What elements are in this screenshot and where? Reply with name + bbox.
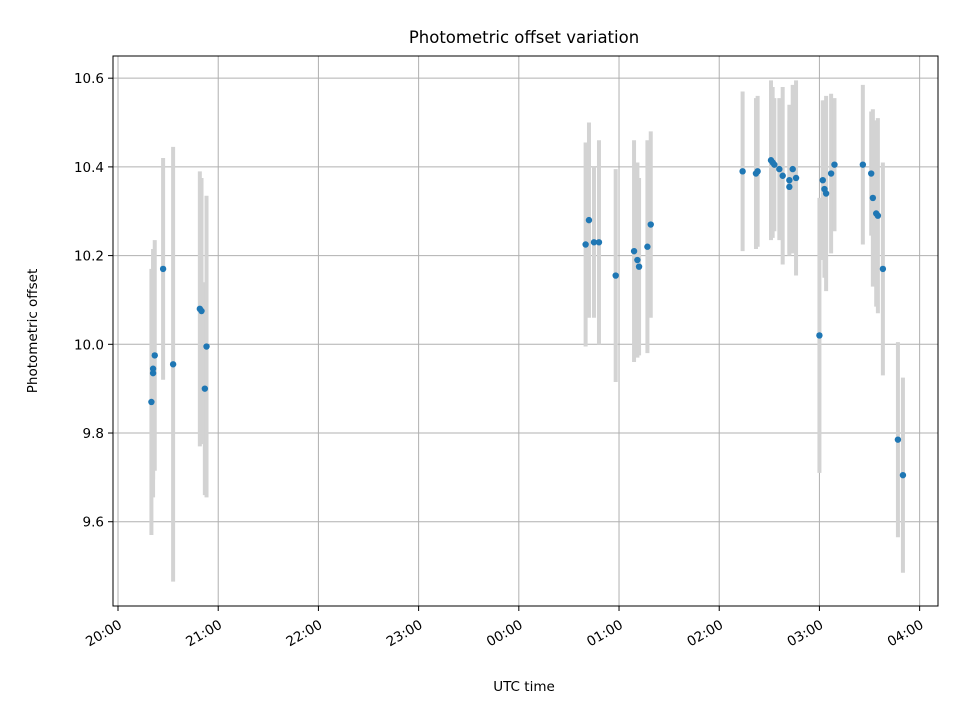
data-point (582, 241, 589, 248)
chart-title: Photometric offset variation (409, 28, 639, 47)
data-point (867, 170, 875, 177)
plot-frame (112, 55, 939, 607)
x-tick-label: 20:00 (83, 617, 125, 650)
x-tick-label: 00:00 (484, 617, 526, 650)
data-point (149, 369, 157, 377)
data-point (634, 256, 641, 264)
data-point (203, 343, 210, 350)
data-point (595, 239, 603, 246)
data-point (869, 194, 877, 202)
data-point (635, 263, 643, 270)
data-point (789, 165, 796, 173)
data-point (874, 212, 882, 219)
data-points-layer (148, 157, 907, 479)
data-point (585, 216, 593, 224)
data-point (754, 168, 761, 175)
x-tick-label: 01:00 (584, 617, 626, 650)
y-tick-label: 9.8 (83, 426, 104, 442)
data-point (786, 176, 793, 184)
x-axis-label: UTC time (493, 679, 555, 695)
error-bars-layer (149, 80, 905, 582)
data-point (647, 221, 654, 228)
data-point (879, 265, 887, 273)
y-tick-label: 10.0 (74, 337, 104, 353)
x-tick-label: 22:00 (284, 617, 326, 650)
data-point (739, 168, 746, 175)
data-point (894, 436, 902, 443)
x-tick-label: 23:00 (384, 617, 426, 650)
data-point (899, 471, 907, 479)
x-tick-label: 21:00 (183, 617, 225, 650)
data-point (151, 352, 158, 359)
data-point (792, 174, 800, 182)
data-point (159, 265, 167, 273)
data-point (776, 165, 783, 173)
data-point (786, 183, 793, 191)
data-point (612, 272, 619, 279)
data-point (859, 161, 867, 168)
data-point (198, 307, 205, 315)
y-axis-label: Photometric offset (25, 269, 41, 393)
data-point (819, 176, 826, 184)
data-point (590, 239, 598, 246)
data-point (771, 161, 778, 168)
y-tick-label: 10.6 (74, 71, 104, 87)
data-point (779, 172, 786, 179)
data-point (169, 361, 177, 368)
data-point (822, 190, 830, 197)
x-tick-label: 04:00 (885, 617, 927, 650)
y-tick-label: 10.2 (74, 249, 104, 265)
x-tick-label: 02:00 (684, 617, 726, 650)
grid-layer (113, 56, 938, 606)
data-point (149, 365, 157, 372)
x-tick-label: 03:00 (785, 617, 827, 650)
y-tick-label: 9.6 (83, 515, 104, 531)
data-point (630, 247, 638, 255)
data-point (644, 243, 651, 250)
data-point (148, 398, 155, 406)
data-point (827, 170, 835, 177)
y-tick-label: 10.4 (74, 160, 104, 176)
data-point (831, 161, 838, 168)
data-point (816, 332, 823, 339)
data-point (201, 385, 209, 392)
